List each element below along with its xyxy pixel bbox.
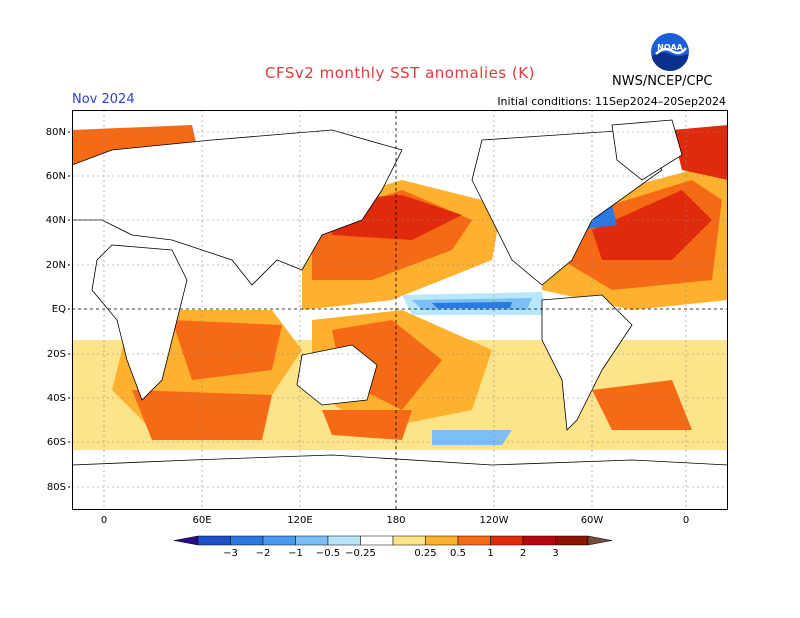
colorbar-swatch: [327, 535, 361, 546]
colorbar: −3 −2 −1 −0.5 −0.25 0.25 0.5 1 2 3: [173, 535, 613, 559]
lon-label: 120E: [287, 515, 312, 526]
colorbar-tick-label: 3: [552, 548, 558, 559]
colorbar-tick-label: 2: [520, 548, 526, 559]
colorbar-labels: −3 −2 −1 −0.5 −0.25 0.25 0.5 1 2 3: [223, 548, 559, 559]
lon-label: 0: [683, 515, 689, 526]
lat-label: EQ: [52, 304, 66, 315]
agency-label: NWS/NCEP/CPC: [612, 74, 713, 89]
lon-label: 0: [101, 515, 107, 526]
forecast-period: Nov 2024: [72, 92, 135, 107]
colorbar-tick-label: −1: [288, 548, 303, 559]
longitude-axis: 0 60E 120E 180 120W 60W 0: [101, 515, 689, 526]
lat-label: 20S: [47, 349, 66, 360]
initial-conditions: Initial conditions: 11Sep2024–20Sep2024: [497, 95, 726, 108]
lat-label: 20N: [46, 260, 66, 271]
continents: [72, 119, 728, 510]
colorbar-swatch: [360, 535, 394, 546]
latitude-axis: 80N 60N 40N 20N EQ 20S 40S 60S 80S: [46, 127, 70, 493]
lat-label: 80N: [46, 127, 66, 138]
lat-label: 40S: [47, 393, 66, 404]
colorbar-swatch: [262, 535, 296, 546]
colorbar-swatch: [522, 535, 556, 546]
colorbar-tick-label: 0.25: [414, 548, 436, 559]
colorbar-swatch: [457, 535, 491, 546]
colorbar-tick-label: 0.5: [450, 548, 466, 559]
colorbar-max-arrow: [587, 535, 613, 546]
grid-lines: [72, 110, 728, 510]
lat-label: 60N: [46, 171, 66, 182]
colorbar-tick-label: −3: [223, 548, 238, 559]
noaa-logo-icon: NOAA: [651, 33, 689, 71]
lat-label: 60S: [47, 437, 66, 448]
colorbar-swatch: [392, 535, 426, 546]
sst-anomaly-map: [72, 110, 728, 510]
colorbar-swatch: [295, 535, 329, 546]
colorbar-tick-label: −0.25: [345, 548, 376, 559]
colorbar-tick-label: −0.5: [316, 548, 340, 559]
colorbar-min-arrow: [173, 535, 199, 546]
colorbar-swatch: [555, 535, 589, 546]
lon-label: 60E: [192, 515, 211, 526]
colorbar-swatch: [230, 535, 264, 546]
colorbar-tick-label: −2: [256, 548, 271, 559]
lat-label: 80S: [47, 482, 66, 493]
colorbar-swatch: [197, 535, 231, 546]
colorbar-tick-label: 1: [487, 548, 493, 559]
colorbar-swatches: [173, 535, 613, 546]
lon-label: 180: [386, 515, 405, 526]
map-title: CFSv2 monthly SST anomalies (K): [265, 64, 535, 82]
colorbar-swatch: [490, 535, 524, 546]
map-frame: [72, 110, 728, 510]
lon-label: 120W: [480, 515, 509, 526]
lon-label: 60W: [581, 515, 604, 526]
lat-label: 40N: [46, 215, 66, 226]
noaa-logo-text: NOAA: [657, 43, 683, 52]
colorbar-swatch: [425, 535, 459, 546]
